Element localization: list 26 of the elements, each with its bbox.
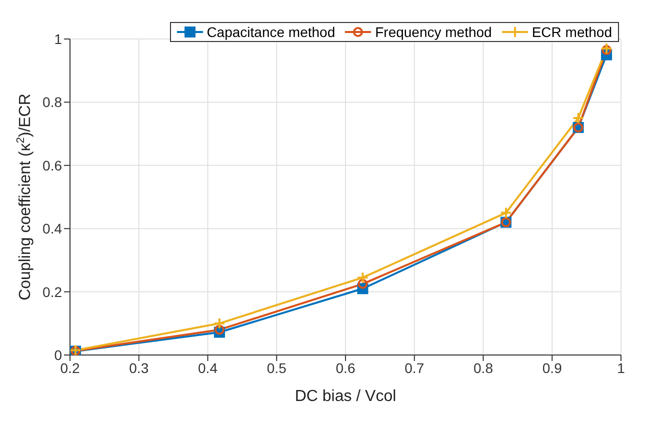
legend-label: Capacitance method [206, 24, 336, 40]
x-tick-label: 1 [617, 360, 626, 376]
point [213, 317, 226, 330]
point [500, 206, 512, 219]
point [214, 324, 224, 335]
x-tick-label: 0.7 [404, 360, 424, 376]
legend-label: ECR method [530, 24, 612, 40]
x-tick-label: 0.5 [266, 360, 287, 376]
point [358, 278, 368, 289]
point [602, 45, 612, 56]
point [356, 272, 369, 284]
y-tick-label: 1 [54, 30, 62, 47]
y-tick-label: 0.2 [42, 284, 62, 300]
x-tick-label: 0.8 [474, 360, 494, 376]
point [572, 112, 584, 124]
y-tick-label: 0.6 [42, 157, 62, 174]
y-tick-label: 0 [54, 346, 62, 363]
x-tick-label: 0.4 [198, 360, 218, 376]
point [600, 42, 613, 54]
x-tick-label: 0.6 [336, 360, 356, 376]
x-axis-title: DC bias / Vcol [294, 388, 396, 405]
x-tick-label: 0.9 [542, 360, 562, 376]
legend-label: Frequency method [374, 24, 492, 40]
y-tick-label: 0.8 [42, 94, 62, 110]
x-tick-label: 0.3 [129, 360, 149, 376]
y-tick-label: 0.4 [42, 220, 62, 237]
